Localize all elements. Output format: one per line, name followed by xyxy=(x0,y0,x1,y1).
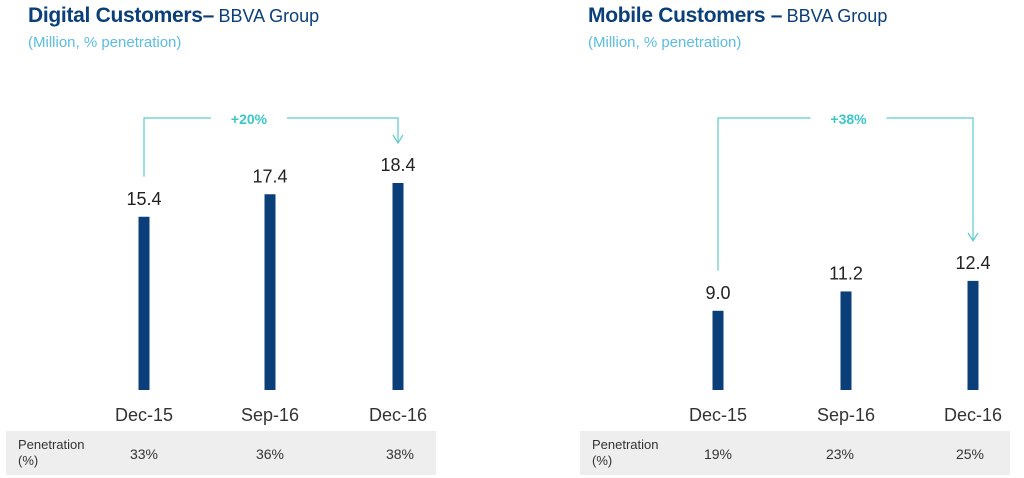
x-tick-dec-15: Dec-15 xyxy=(115,405,173,425)
chart-title-main: Digital Customers– xyxy=(28,4,214,27)
penetration-value-dec16: 38% xyxy=(385,446,415,462)
data-label-dec-16: 18.4 xyxy=(380,155,415,175)
x-tick-sep-16: Sep-16 xyxy=(817,405,875,425)
penetration-row: Penetration (%) 33% 36% 38% xyxy=(6,431,436,475)
bar-dec-16 xyxy=(392,183,404,390)
x-tick-dec-16: Dec-16 xyxy=(944,405,1002,425)
data-label-sep-16: 11.2 xyxy=(829,263,863,283)
penetration-value-sep16: 36% xyxy=(255,446,285,462)
growth-bracket-right xyxy=(287,117,399,143)
bar-dec-15 xyxy=(712,310,724,390)
penetration-label: Penetration (%) xyxy=(18,437,85,468)
chart-title-suffix: BBVA Group xyxy=(218,6,320,26)
data-label-dec-15: 15.4 xyxy=(126,189,161,209)
x-tick-dec-15: Dec-15 xyxy=(689,405,747,425)
data-label-dec-16: 12.4 xyxy=(955,253,990,273)
growth-label: +38% xyxy=(830,111,867,127)
penetration-value-dec15: 19% xyxy=(703,446,733,462)
penetration-label: Penetration (%) xyxy=(592,437,659,468)
penetration-value-sep16: 23% xyxy=(825,446,855,462)
growth-bracket-right xyxy=(886,117,974,241)
growth-bracket-left xyxy=(717,117,811,271)
digital-customers-panel: Digital Customers– BBVA Group (Million, … xyxy=(6,4,436,475)
growth-arrow-head xyxy=(967,232,979,243)
penetration-value-dec15: 33% xyxy=(129,446,159,462)
bar-sep-16 xyxy=(840,291,852,390)
chart-title-suffix: BBVA Group xyxy=(786,6,888,26)
growth-bracket-left xyxy=(143,117,211,177)
chart-title-main: Mobile Customers – xyxy=(588,4,783,27)
bar-sep-16 xyxy=(264,194,276,390)
mobile-customers-chart: 9.0 Dec-15 11.2 Sep-16 12.4 Dec-16 +38% xyxy=(689,111,1002,425)
penetration-value-dec16: 25% xyxy=(955,446,985,462)
data-label-sep-16: 17.4 xyxy=(252,166,287,186)
growth-label: +20% xyxy=(231,111,268,127)
chart-subtitle: (Million, % penetration) xyxy=(588,34,742,51)
x-tick-dec-16: Dec-16 xyxy=(369,405,427,425)
x-tick-sep-16: Sep-16 xyxy=(241,405,299,425)
chart-subtitle: (Million, % penetration) xyxy=(28,34,182,51)
chart-title: Digital Customers– BBVA Group xyxy=(28,4,319,28)
bar-dec-16 xyxy=(967,280,979,390)
growth-arrow-head xyxy=(392,134,404,145)
data-label-dec-15: 9.0 xyxy=(705,283,730,303)
bar-dec-15 xyxy=(138,216,150,390)
mobile-customers-panel: Mobile Customers – BBVA Group (Million, … xyxy=(580,0,1024,478)
penetration-row: Penetration (%) 19% 23% 25% xyxy=(580,431,1010,475)
chart-title: Mobile Customers – BBVA Group xyxy=(588,4,887,28)
digital-customers-chart: 15.4 Dec-15 17.4 Sep-16 18.4 Dec-16 +20% xyxy=(115,111,427,425)
